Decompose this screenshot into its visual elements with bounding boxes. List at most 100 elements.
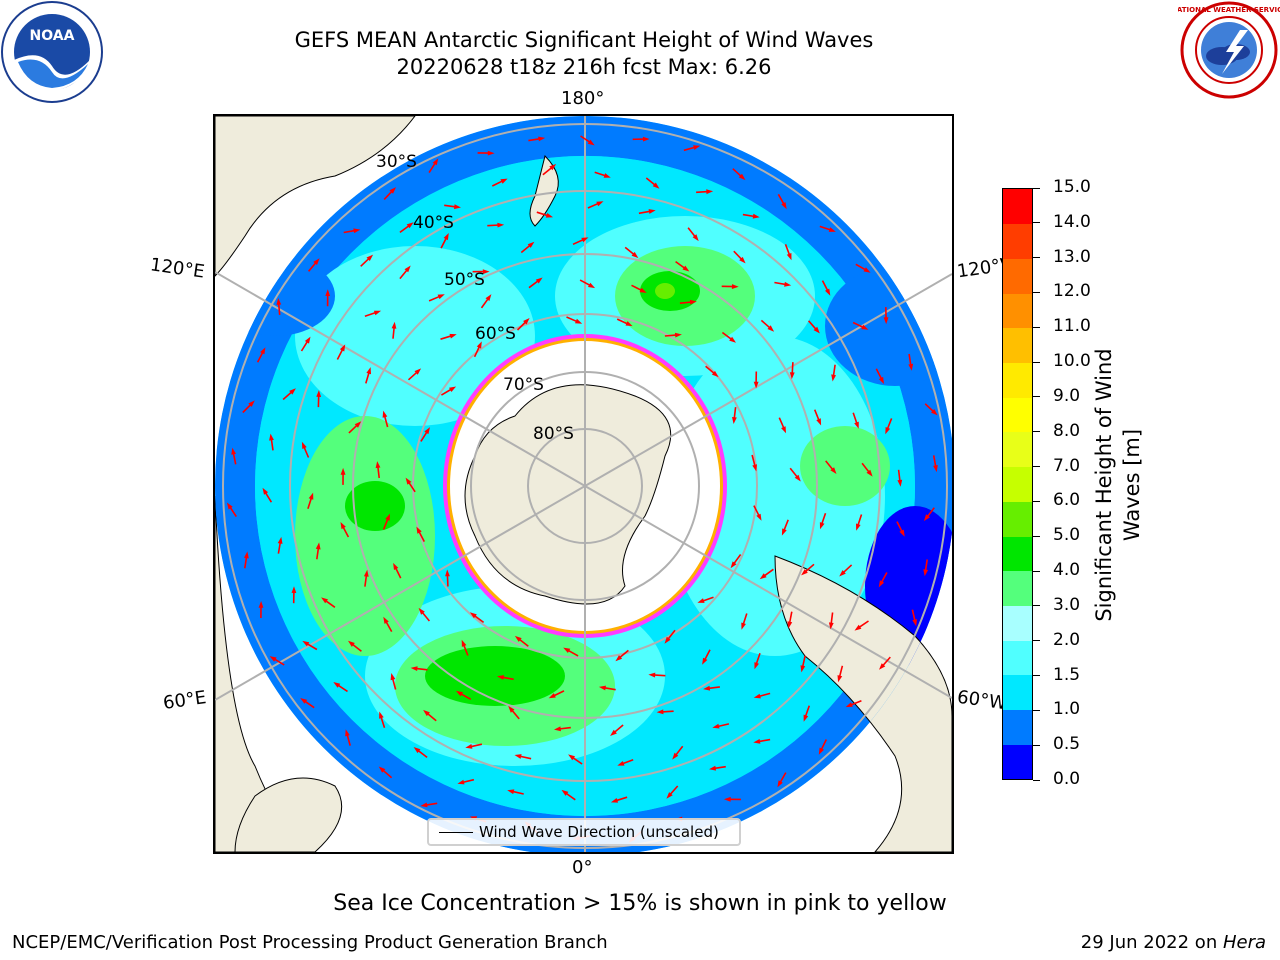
colorbar-segment	[1003, 397, 1032, 433]
wave-arrow	[459, 692, 472, 700]
wave-arrow	[528, 137, 541, 142]
wave-arrow-head	[741, 622, 746, 630]
wave-arrow-head	[554, 726, 561, 732]
wave-arrow	[425, 802, 438, 806]
wave-arrow-head	[339, 344, 346, 352]
colorbar-tick-label: 12.0	[1053, 281, 1091, 302]
wave-arrow-head	[794, 474, 801, 482]
sea-ice-note: Sea Ice Concentration > 15% is shown in …	[333, 891, 947, 916]
colorbar-segment	[1003, 501, 1032, 537]
colorbar-tick-mark	[1033, 466, 1040, 468]
chart-title-line2: 20220628 t18z 216h fcst Max: 6.26	[396, 55, 772, 79]
wave-arrow-head	[682, 265, 690, 272]
wave-arrow	[364, 574, 368, 587]
wave-arrow	[306, 642, 318, 651]
wave-arrow-head	[291, 586, 297, 593]
colorbar-tick-mark	[1033, 570, 1040, 572]
wave-arrow	[819, 225, 832, 231]
colorbar-tick-label: 6.0	[1053, 490, 1081, 511]
wave-arrow-head	[575, 318, 583, 324]
meridian-120w	[584, 273, 952, 487]
wave-arrow	[383, 190, 394, 200]
wave-arrow	[830, 612, 834, 625]
colorbar-tick-label: 13.0	[1053, 246, 1091, 267]
wave-arrow	[567, 649, 579, 657]
wave-arrow-head	[269, 656, 277, 662]
wave-arrow	[849, 699, 862, 706]
wave-arrow	[351, 643, 362, 652]
wave-arrow-head	[831, 374, 836, 382]
legend-line-icon	[439, 832, 473, 833]
wave-arrow-head	[406, 222, 414, 229]
wave-arrow	[270, 438, 274, 451]
wave-arrow	[307, 261, 317, 272]
wave-arrow	[343, 229, 356, 234]
colorbar-tick-label: 5.0	[1053, 525, 1081, 546]
wave-arrow	[705, 365, 716, 375]
wave-arrow-head	[321, 597, 328, 604]
wave-arrow-head	[801, 569, 808, 576]
wave-arrow	[666, 629, 676, 641]
wave-arrow	[777, 193, 785, 206]
wave-arrow	[480, 297, 490, 309]
wave-arrow	[911, 609, 916, 622]
wave-arrow	[470, 743, 483, 748]
lon-label-120e: 120°E	[148, 254, 206, 283]
wave-arrow-head	[617, 761, 625, 766]
wave-arrow-head	[610, 729, 617, 736]
wave-arrow-head	[535, 277, 543, 284]
colorbar-tick-mark	[1033, 605, 1040, 607]
wave-arrow	[791, 362, 794, 375]
wave-arrow	[316, 547, 320, 560]
wave-arrow-head	[373, 310, 382, 316]
wave-arrow-head	[568, 754, 575, 761]
wave-arrow-head	[469, 612, 477, 619]
wave-arrow-head	[828, 227, 836, 232]
wave-arrow	[733, 407, 737, 420]
wave-arrow	[784, 244, 791, 256]
colorbar-segment	[1003, 536, 1032, 572]
wave-arrow-head	[803, 714, 809, 722]
wave-arrow	[721, 331, 733, 341]
wave-arrow-head	[258, 601, 264, 608]
wave-arrow-head	[754, 662, 759, 670]
wave-arrow	[703, 649, 711, 661]
wave-arrow-head	[883, 317, 889, 325]
wave-arrow	[908, 353, 912, 366]
wave-arrow-head	[383, 616, 389, 624]
wave-arrow-head	[830, 467, 837, 474]
wave-arrow	[755, 652, 761, 665]
colorbar-tick-mark	[1033, 779, 1040, 781]
wave-arrow	[924, 559, 928, 572]
wave-arrow-head	[598, 685, 606, 691]
wave-arrow	[713, 765, 726, 770]
wave-arrow-head	[712, 723, 720, 729]
wave-arrow	[542, 166, 553, 176]
wave-arrow	[382, 517, 389, 530]
colorbar-tick-label: 7.0	[1053, 455, 1081, 476]
colorbar-segment	[1003, 327, 1032, 364]
wave-arrow-head	[787, 621, 793, 629]
wave-arrow	[857, 514, 863, 527]
wave-arrow-head	[424, 427, 430, 435]
wave-arrow	[855, 263, 867, 271]
wave-arrow	[242, 403, 252, 414]
wave-arrow-head	[781, 528, 787, 536]
wave-arrow-head	[333, 682, 341, 688]
wave-arrow	[440, 237, 448, 249]
wave-arrow-head	[603, 173, 611, 178]
colorbar-segment	[1003, 640, 1032, 676]
run-host: Hera	[1222, 932, 1266, 953]
wave-arrow	[638, 210, 651, 215]
wave-arrow	[880, 572, 888, 584]
lon-label-60e: 60°E	[161, 687, 208, 714]
wave-arrow-head	[885, 427, 891, 435]
wave-arrow	[587, 202, 600, 209]
wave-arrow	[440, 388, 453, 396]
wave-arrow-head	[899, 529, 905, 537]
colorbar-segment	[1003, 362, 1032, 398]
wave-arrow	[487, 224, 500, 227]
wave-arrow-head	[879, 663, 886, 670]
wave-arrow	[392, 326, 395, 339]
wave-arrow	[501, 676, 514, 681]
